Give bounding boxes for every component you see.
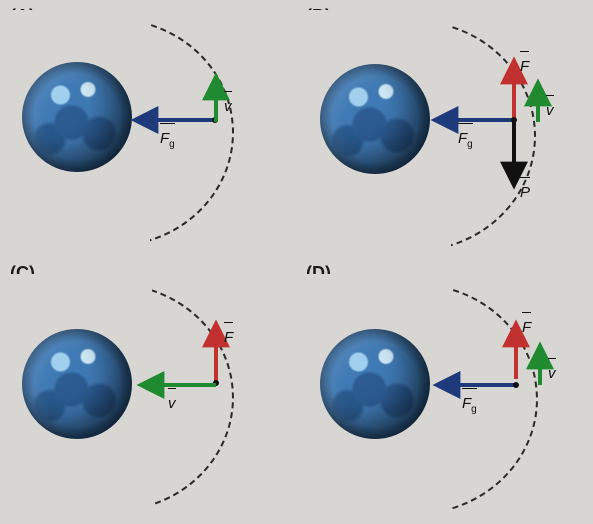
earth-c — [22, 329, 132, 439]
vector-P-b — [504, 118, 524, 190]
label-F-b: F — [520, 56, 529, 75]
label-v-d: v — [548, 363, 556, 382]
vector-fg-d — [432, 375, 522, 395]
label-P-b: P — [520, 182, 530, 201]
label-F-c: F — [224, 327, 233, 346]
label-F-d: F — [522, 317, 531, 336]
label-fg-d: Fg — [462, 393, 477, 415]
label-v-a: v — [224, 96, 232, 115]
label-v-b: v — [546, 100, 554, 119]
panel-b: (B) F Fg v P — [296, 0, 592, 259]
vector-v-d — [530, 341, 550, 391]
vector-v-b — [528, 78, 548, 128]
panel-d: (D) F Fg v — [296, 259, 592, 518]
earth-d — [320, 329, 430, 439]
panel-c: (C) F v — [0, 259, 296, 518]
label-v-c: v — [168, 393, 176, 412]
panel-a: (A) Fg v — [0, 0, 296, 259]
vector-v-a — [206, 72, 226, 128]
earth-b — [320, 64, 430, 174]
label-fg-a: Fg — [160, 128, 175, 150]
label-fg-b: Fg — [458, 128, 473, 150]
earth-a — [22, 62, 132, 172]
vector-v-c — [136, 375, 222, 395]
